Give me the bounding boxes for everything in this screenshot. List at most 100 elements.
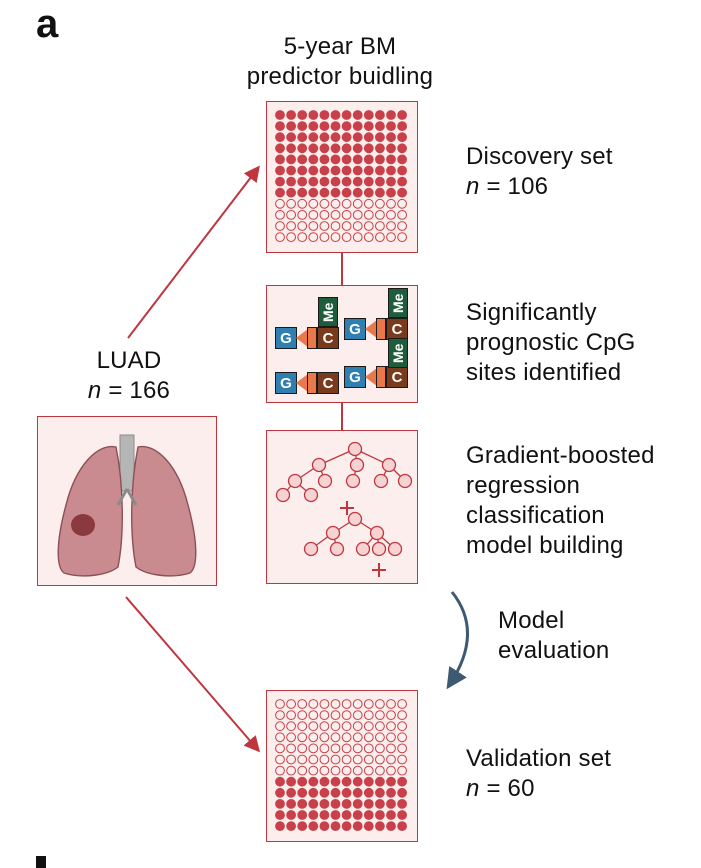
sample-dot-filled (297, 143, 308, 154)
sample-dot-filled (286, 154, 297, 165)
right-lung (131, 445, 197, 577)
tree-node (287, 473, 303, 489)
sample-dot-filled (275, 176, 285, 187)
tree-node (311, 457, 327, 473)
sample-dot-empty (330, 699, 341, 709)
sample-dot-filled (352, 187, 363, 198)
sample-dot-filled (386, 154, 396, 165)
sample-dot-filled (308, 810, 319, 820)
tree-node (329, 541, 345, 557)
sample-dot-filled (341, 154, 352, 165)
discovery-count: n = 106 (466, 173, 549, 200)
sample-dot-empty (330, 754, 341, 765)
sample-dot-filled (341, 810, 352, 820)
sample-dot-empty (341, 232, 352, 243)
sample-dot-empty (352, 232, 363, 243)
sample-dot-empty (397, 699, 408, 709)
cpg-label-line-1: Significantly (466, 299, 597, 326)
sample-dot-empty (286, 232, 297, 243)
sample-dot-filled (397, 787, 408, 798)
sample-dot-empty (386, 232, 396, 243)
sample-dot-filled (330, 176, 341, 187)
discovery-panel (266, 101, 418, 253)
sample-dot-empty (352, 754, 363, 765)
sample-dot-filled (308, 187, 319, 198)
sample-dot-empty (297, 210, 308, 220)
sample-dot-filled (319, 154, 330, 165)
evaluation-arrow (446, 591, 469, 690)
sample-dot-filled (286, 121, 297, 132)
sample-dot-filled (386, 810, 396, 820)
sample-dot-filled (341, 776, 352, 787)
lungs-illustration (57, 434, 197, 577)
sample-dot-empty (286, 699, 297, 709)
sample-dot-filled (275, 132, 285, 143)
sample-dot-empty (330, 710, 341, 721)
evaluation-label-line-1: Model (498, 607, 565, 634)
tree-node (303, 541, 319, 557)
sample-dot-empty (319, 710, 330, 721)
sample-dot-filled (319, 132, 330, 143)
sample-dot-empty (352, 198, 363, 209)
model-label-line-4: model building (466, 532, 624, 559)
sample-dot-filled (363, 176, 374, 187)
sample-dot-filled (397, 143, 408, 154)
sample-dot-filled (297, 799, 308, 809)
sample-dot-empty (275, 732, 285, 743)
sample-dot-empty (397, 732, 408, 743)
sample-dot-filled (286, 776, 297, 787)
sample-dot-filled (375, 154, 385, 165)
sample-dot-empty (308, 765, 319, 776)
sample-dot-filled (319, 121, 330, 132)
sample-dot-filled (397, 799, 408, 809)
sample-dot-filled (330, 132, 341, 143)
sample-dot-empty (397, 765, 408, 776)
sample-dot-empty (275, 743, 285, 754)
sample-dot-filled (308, 787, 319, 798)
cpg-label-line-2: prognostic CpG (466, 329, 636, 356)
sample-dot-empty (330, 198, 341, 209)
sample-dot-empty (319, 743, 330, 754)
sample-dot-filled (275, 165, 285, 176)
sample-dot-filled (319, 776, 330, 787)
sample-dot-filled (397, 154, 408, 165)
sample-dot-filled (297, 132, 308, 143)
sample-dot-filled (297, 187, 308, 198)
sample-dot-empty (330, 765, 341, 776)
sample-dot-empty (319, 221, 330, 231)
cpg-link-bar (376, 318, 386, 340)
sample-dot-empty (341, 721, 352, 732)
sample-dot-filled (397, 776, 408, 787)
sample-dot-empty (341, 754, 352, 765)
sample-dot-empty (375, 221, 385, 231)
sample-dot-empty (286, 198, 297, 209)
sample-dot-empty (352, 732, 363, 743)
sample-dot-filled (352, 165, 363, 176)
sample-dot-empty (397, 232, 408, 243)
sample-dot-empty (297, 699, 308, 709)
sample-dot-empty (386, 754, 396, 765)
sample-dot-filled (397, 187, 408, 198)
sample-dot-filled (275, 121, 285, 132)
sample-dot-filled (375, 799, 385, 809)
sample-dot-empty (397, 721, 408, 732)
sample-dot-empty (286, 721, 297, 732)
sample-dot-empty (341, 699, 352, 709)
sample-dot-filled (275, 110, 285, 120)
sample-dot-empty (375, 754, 385, 765)
sample-dot-filled (386, 187, 396, 198)
sample-dot-filled (363, 776, 374, 787)
sample-dot-filled (275, 776, 285, 787)
sample-dot-empty (375, 743, 385, 754)
sample-dot-empty (308, 699, 319, 709)
model-label-line-2: regression (466, 472, 581, 499)
sample-dot-filled (275, 154, 285, 165)
cpg-c-tile: C (317, 327, 339, 349)
sample-dot-filled (308, 165, 319, 176)
sample-dot-empty (363, 232, 374, 243)
sample-dot-filled (341, 187, 352, 198)
sample-dot-empty (397, 754, 408, 765)
sample-dot-empty (363, 198, 374, 209)
sample-dot-empty (363, 221, 374, 231)
sample-dot-filled (286, 110, 297, 120)
